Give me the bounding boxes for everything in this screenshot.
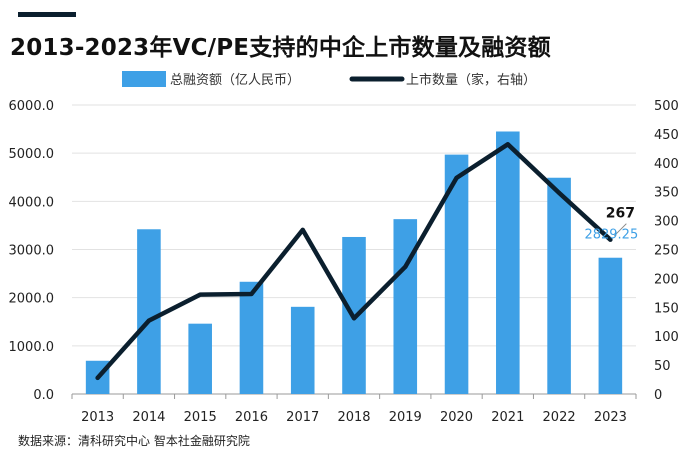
x-tick-label: 2023 [594, 410, 627, 425]
y-right-tick-label: 250 [654, 244, 679, 259]
y-left-tick-label: 6000.0 [9, 99, 55, 114]
y-right-tick-label: 200 [654, 272, 679, 287]
x-tick-label: 2017 [286, 410, 319, 425]
y-right-tick-label: 150 [654, 301, 679, 316]
bar [137, 229, 161, 394]
y-left-tick-label: 2000.0 [9, 292, 55, 307]
y-right-tick-label: 350 [654, 186, 679, 201]
x-tick-label: 2015 [184, 410, 217, 425]
line-point [454, 175, 459, 180]
bar [239, 281, 264, 394]
chart-title: 2013-2023年VC/PE支持的中企上市数量及融资额 [10, 35, 551, 61]
line-point [198, 292, 203, 297]
bar [444, 154, 469, 394]
y-left-tick-label: 0.0 [33, 388, 54, 403]
bar [188, 323, 212, 394]
line-point [403, 264, 408, 269]
data-label-bar: 2829.25 [584, 228, 638, 243]
y-right-tick-label: 450 [654, 128, 679, 143]
y-left-tick-label: 3000.0 [9, 244, 55, 259]
line-point [557, 190, 562, 195]
data-label-line: 267 [606, 206, 635, 222]
line-point [249, 292, 254, 297]
bar [290, 306, 315, 394]
x-tick-label: 2021 [491, 410, 524, 425]
y-right-tick-label: 50 [654, 359, 671, 374]
bar [496, 131, 520, 394]
y-right-tick-label: 300 [654, 215, 679, 230]
x-tick-label: 2013 [81, 410, 114, 425]
data-label-leader [614, 223, 627, 237]
x-tick-label: 2014 [132, 410, 165, 425]
y-left-tick-label: 1000.0 [9, 340, 55, 355]
bar [547, 177, 571, 394]
y-right-tick-label: 400 [654, 157, 679, 172]
line-point [352, 316, 356, 321]
x-tick-label: 2020 [440, 410, 473, 425]
y-left-tick-label: 5000.0 [9, 147, 55, 162]
bar [393, 219, 418, 394]
line-point [300, 227, 305, 232]
legend-swatch-bar [122, 71, 166, 87]
y-right-tick-label: 500 [654, 99, 679, 114]
line-point [608, 237, 613, 242]
title-accent-rule [18, 12, 76, 17]
legend-label-bar: 总融资额（亿人民币） [170, 73, 300, 88]
line-point [146, 318, 151, 323]
x-tick-label: 2022 [543, 410, 576, 425]
x-tick-label: 2018 [337, 410, 370, 425]
bar [598, 257, 623, 394]
y-right-tick-label: 100 [654, 330, 679, 345]
source-note: 数据来源：清科研究中心 智本社金融研究院 [18, 434, 250, 448]
line-point [505, 142, 510, 147]
y-left-tick-label: 4000.0 [9, 195, 55, 210]
y-right-tick-label: 0 [654, 388, 662, 403]
x-tick-label: 2019 [389, 410, 422, 425]
line-point [95, 375, 100, 380]
legend-label-line: 上市数量（家，右轴） [406, 72, 536, 88]
x-tick-label: 2016 [235, 410, 268, 425]
